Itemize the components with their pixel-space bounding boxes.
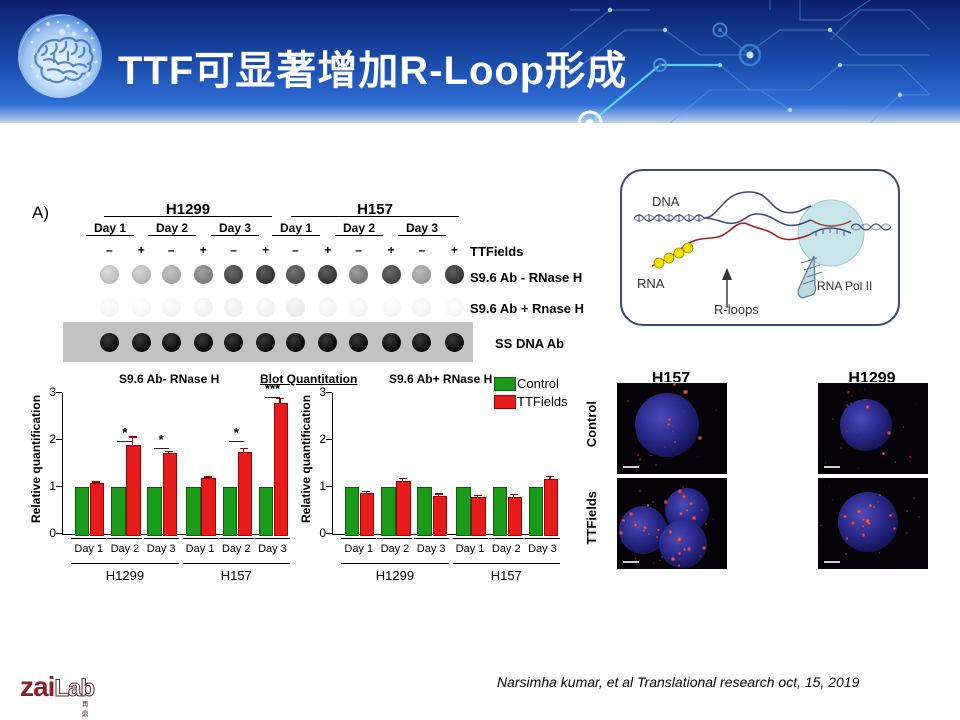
svg-text:RNA Pol II: RNA Pol II	[817, 279, 872, 293]
svg-text:R-loops: R-loops	[714, 302, 759, 317]
svg-text:RNA: RNA	[637, 276, 665, 291]
svg-text:DNA: DNA	[652, 194, 680, 209]
